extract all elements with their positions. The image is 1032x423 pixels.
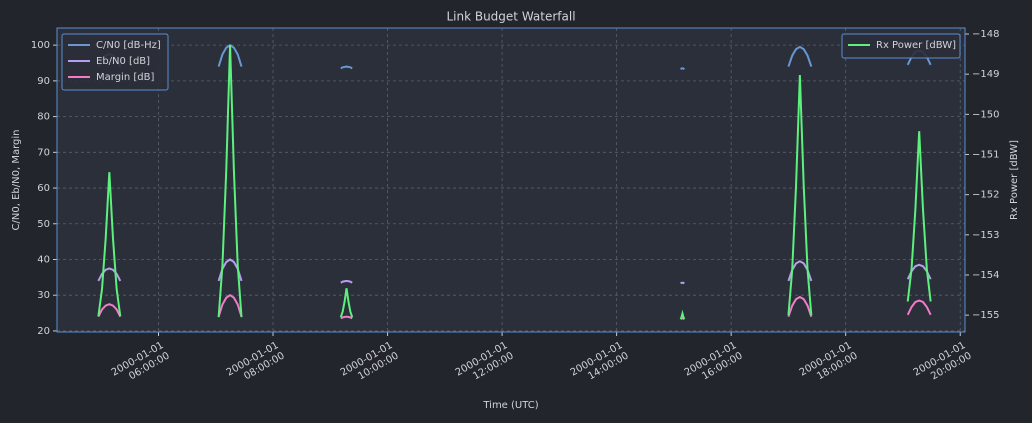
y2-tick-label: −150 — [972, 109, 999, 120]
x-axis-label: Time (UTC) — [482, 400, 538, 411]
y-tick-label: 60 — [37, 183, 50, 194]
y-tick-label: 80 — [37, 112, 50, 123]
y-tick-label: 30 — [37, 290, 50, 301]
y-tick-label: 70 — [37, 147, 50, 158]
legend-label: Eb/N0 [dB] — [96, 56, 150, 67]
legend-label: C/N0 [dB-Hz] — [96, 40, 161, 51]
y2-tick-label: −154 — [972, 270, 999, 281]
series-line — [97, 44, 932, 320]
y2-tick-label: −148 — [972, 29, 999, 40]
legend: Rx Power [dBW] — [841, 33, 961, 59]
legend: C/N0 [dB-Hz] Eb/N0 [dB] Margin [dB] — [61, 33, 169, 91]
y2-tick-label: −155 — [972, 310, 999, 321]
y2-axis-label: Rx Power [dBW] — [1009, 140, 1020, 220]
series-line — [97, 258, 932, 285]
y2-tick-label: −149 — [972, 69, 999, 80]
legend-box — [841, 33, 961, 59]
y2-tick-label: −153 — [972, 230, 999, 241]
plot-frame — [56, 27, 966, 333]
legend-label: Rx Power [dBW] — [876, 40, 956, 51]
y-tick-label: 90 — [37, 76, 50, 87]
legend-label: Margin [dB] — [96, 72, 154, 83]
y-tick-label: 20 — [37, 326, 50, 337]
y2-tick-label: −151 — [972, 149, 999, 160]
y-axis-label: C/N0, Eb/N0, Margin — [11, 130, 22, 231]
y-tick-label: 40 — [37, 254, 50, 265]
y-tick-label: 100 — [31, 40, 50, 51]
chart-title: Link Budget Waterfall — [446, 10, 575, 24]
plot-area — [57, 28, 965, 332]
series-line — [97, 294, 932, 321]
y2-tick-label: −152 — [972, 190, 999, 201]
y-tick-label: 50 — [37, 219, 50, 230]
